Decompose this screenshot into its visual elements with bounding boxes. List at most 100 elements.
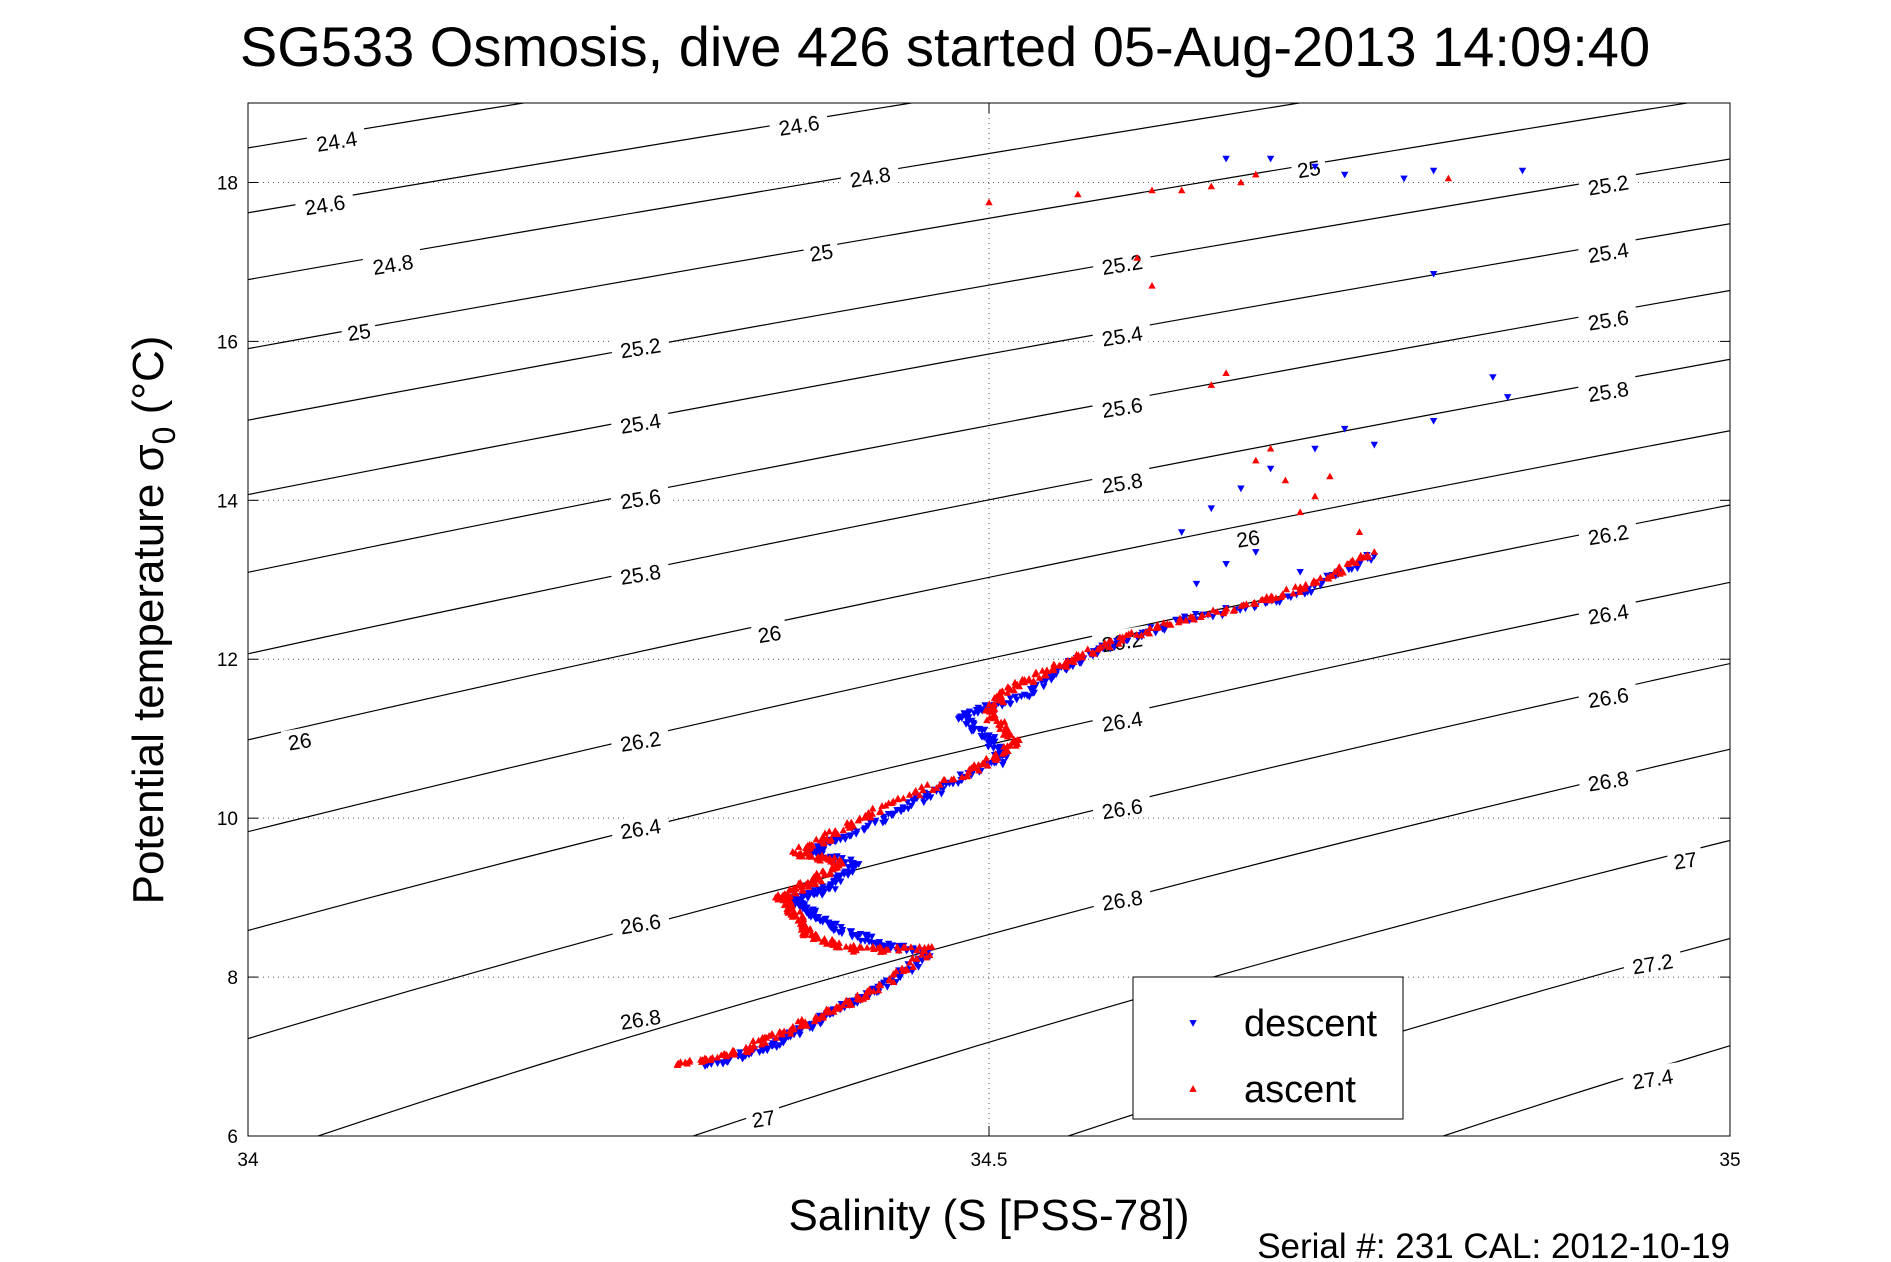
ascent-point	[1316, 574, 1325, 581]
contour-label-bg	[609, 907, 671, 938]
ascent-point	[800, 921, 808, 928]
descent-point	[861, 932, 870, 940]
ascent-point	[996, 725, 1004, 732]
descent-point	[847, 928, 856, 936]
ascent-point	[982, 754, 991, 762]
descent-point	[812, 889, 820, 897]
contour-label-bg	[744, 1103, 782, 1131]
ascent-point	[847, 1001, 856, 1008]
descent-point	[820, 888, 829, 896]
contour-label-bg	[340, 316, 378, 344]
ascent-point	[971, 764, 980, 772]
ascent-point	[796, 878, 804, 886]
ascent-point	[795, 843, 803, 850]
ascent-point	[885, 975, 893, 983]
ascent-point	[916, 791, 924, 799]
descent-point	[831, 886, 839, 893]
ascent-point	[865, 985, 874, 993]
ascent-point	[1289, 589, 1297, 597]
ascent-point	[1222, 369, 1230, 377]
ascent-point	[918, 950, 926, 958]
ascent-point	[997, 692, 1006, 700]
ascent-point	[864, 809, 873, 816]
axis-ticks: 6 8 10 12 14 16 18 34 34.5 35	[217, 103, 1741, 1171]
contour-label-bg	[609, 406, 671, 438]
ascent-point	[1142, 628, 1150, 635]
descent-point	[985, 732, 993, 740]
ascent-point	[1137, 631, 1146, 639]
contour-label: 25	[1296, 157, 1323, 183]
descent-point	[736, 1049, 744, 1057]
ascent-point	[906, 958, 914, 966]
ascent-point	[963, 772, 972, 780]
contour-label-bg	[609, 481, 671, 513]
ascent-point	[999, 731, 1008, 738]
density-contour-line	[248, 581, 1730, 932]
contour-label-bg	[750, 618, 788, 646]
descent-point	[1370, 441, 1379, 449]
ascent-point	[876, 948, 885, 955]
x-tick-label: 34.5	[971, 1150, 1008, 1171]
contour-label-bg	[1091, 466, 1153, 497]
descent-point	[846, 832, 855, 840]
ascent-point	[964, 768, 973, 776]
descent-point	[999, 759, 1008, 766]
descent-point	[763, 1047, 772, 1055]
ascent-point	[1355, 528, 1364, 536]
ascent-point	[1133, 631, 1141, 638]
contour-label-bg	[609, 1002, 671, 1034]
descent-point	[837, 924, 845, 931]
ascent-point	[813, 934, 821, 942]
contour-label-bg	[1622, 946, 1683, 978]
descent-point	[868, 933, 876, 941]
ascent-point	[820, 935, 829, 942]
ascent-point	[990, 700, 998, 707]
ascent-point	[853, 991, 862, 999]
contour-label: 25	[346, 320, 373, 346]
descent-point	[1311, 445, 1319, 453]
contour-label-bg	[1577, 597, 1639, 628]
contour-label-bg	[1577, 303, 1639, 334]
ascent-point	[985, 198, 993, 206]
descent-point	[841, 836, 850, 843]
ascent-point	[730, 1047, 738, 1055]
legend-ascent-marker	[1189, 1085, 1197, 1092]
ascent-point	[974, 761, 983, 768]
ascent-point	[1107, 637, 1115, 644]
ascent-point	[1078, 650, 1087, 657]
density-contour-line	[248, 430, 1730, 741]
ascent-point	[1252, 456, 1260, 464]
contour-label: 26	[1235, 526, 1262, 552]
ascent-point	[1310, 577, 1318, 584]
ascent-point	[1301, 580, 1310, 588]
ascent-point	[772, 1034, 781, 1041]
contour-label-bg	[609, 724, 671, 756]
contour-label-bg	[839, 160, 901, 191]
ascent-point	[1055, 661, 1063, 669]
descent-point	[871, 819, 879, 827]
ascent-point	[878, 802, 886, 809]
y-tick-label: 18	[217, 173, 238, 194]
ascent-point	[923, 780, 932, 788]
ascent-point	[888, 799, 896, 806]
ascent-point	[783, 890, 792, 897]
contour-label-bg	[609, 811, 671, 843]
ascent-point	[1257, 596, 1265, 604]
descent-point	[975, 725, 984, 733]
contour-label-group: 27	[1666, 845, 1704, 875]
ascent-point	[798, 1015, 806, 1023]
descent-point	[1237, 485, 1245, 493]
contour-label-bg	[306, 124, 367, 156]
ascent-point	[1148, 281, 1156, 289]
descent-point	[1503, 394, 1512, 401]
ascent-point	[1370, 548, 1379, 555]
ascent-point	[868, 804, 877, 812]
ascent-point	[1038, 666, 1047, 674]
ascent-point	[996, 688, 1004, 696]
ascent-point	[1279, 591, 1287, 598]
ascent-point	[818, 867, 827, 875]
ascent-point	[1115, 640, 1123, 647]
contour-label-bg	[1666, 845, 1704, 873]
descent-point	[808, 907, 816, 915]
